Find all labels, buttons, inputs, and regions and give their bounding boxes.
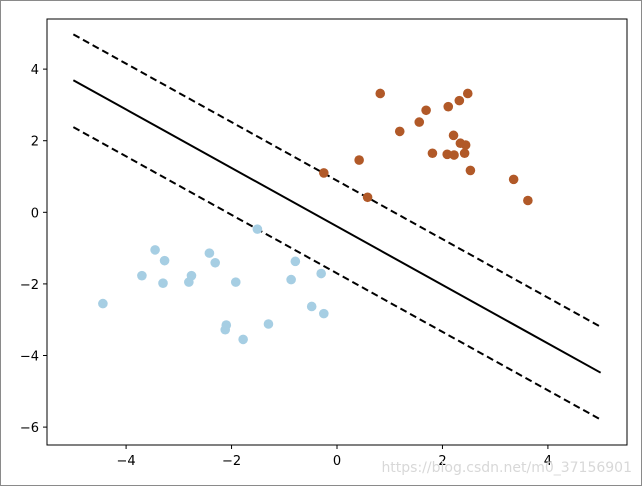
y-tick-label: 0 [31, 206, 39, 221]
scatter-point-series-0 [238, 335, 248, 345]
scatter-point-series-1 [461, 140, 471, 150]
scatter-point-series-0 [220, 325, 230, 335]
y-tick-label: −4 [20, 350, 39, 365]
scatter-point-series-1 [319, 168, 329, 178]
scatter-point-series-0 [160, 256, 170, 266]
y-tick-label: −2 [20, 278, 39, 293]
scatter-point-series-0 [286, 275, 296, 285]
scatter-point-series-0 [316, 269, 326, 279]
scatter-point-series-0 [210, 258, 220, 268]
scatter-point-series-1 [449, 150, 459, 160]
watermark-text: https://blog.csdn.net/m0_37156901 [381, 460, 632, 476]
scatter-point-series-1 [509, 175, 519, 185]
scatter-point-series-0 [184, 277, 194, 287]
scatter-point-series-0 [150, 245, 160, 255]
y-tick-label: 4 [31, 63, 39, 78]
scatter-point-series-1 [395, 127, 405, 137]
y-axis: −6 −4 −2 0 2 4 [20, 63, 47, 436]
scatter-point-series-1 [449, 131, 459, 141]
scatter-point-series-0 [205, 248, 215, 258]
scatter-point-series-0 [231, 277, 241, 287]
scatter-point-series-0 [137, 271, 147, 281]
scatter-point-series-0 [253, 224, 263, 234]
x-tick-label: −2 [222, 454, 241, 469]
scatter-point-series-1 [455, 96, 465, 106]
plot-area [47, 19, 627, 445]
scatter-point-series-1 [421, 105, 431, 115]
scatter-point-series-0 [291, 257, 301, 267]
x-tick-label: 0 [333, 454, 341, 469]
scatter-point-series-1 [354, 155, 364, 165]
x-tick-label: −4 [117, 454, 136, 469]
scatter-point-series-1 [466, 166, 476, 176]
scatter-point-series-1 [363, 192, 373, 202]
scatter-point-series-0 [264, 319, 274, 329]
scatter-point-series-0 [98, 299, 108, 309]
scatter-point-series-0 [307, 302, 317, 312]
scatter-point-series-0 [319, 309, 329, 319]
scatter-point-series-1 [428, 148, 438, 158]
scatter-point-series-1 [375, 89, 385, 99]
scatter-point-series-1 [443, 102, 453, 112]
scatter-point-series-1 [460, 148, 470, 158]
y-tick-label: 2 [31, 135, 39, 150]
scatter-point-series-1 [414, 117, 424, 127]
scatter-point-series-0 [158, 278, 168, 288]
scatter-point-series-1 [463, 89, 473, 99]
scatter-point-series-1 [523, 196, 533, 206]
y-tick-label: −6 [20, 421, 39, 436]
